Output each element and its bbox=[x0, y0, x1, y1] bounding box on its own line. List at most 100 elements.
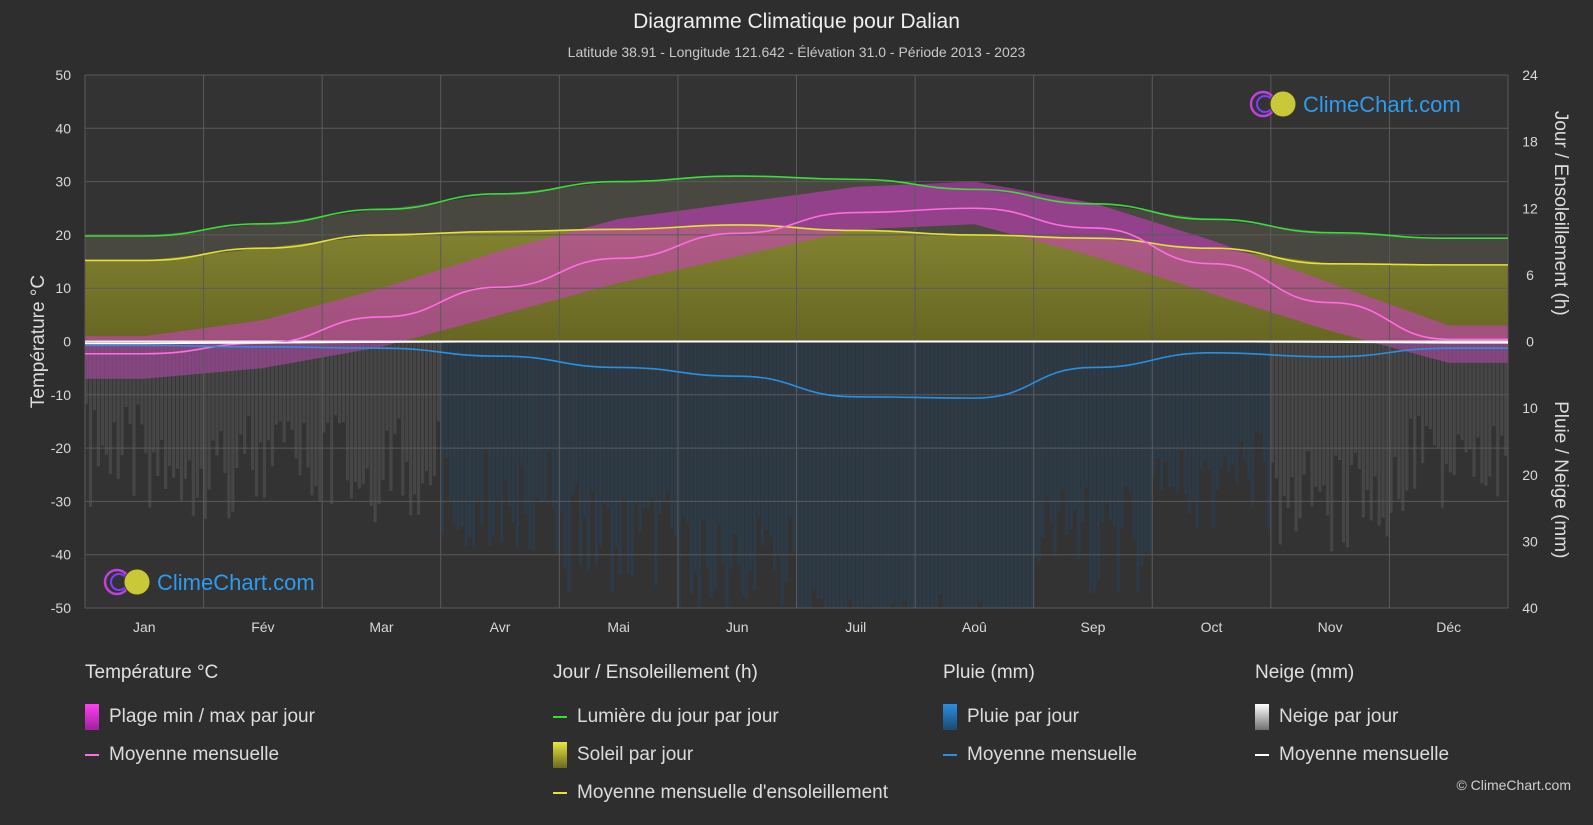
precip-day-bar bbox=[1460, 341, 1464, 441]
temperature-mean-line-point bbox=[854, 211, 857, 214]
precip-day-bar bbox=[112, 341, 116, 423]
precip-day-bar bbox=[227, 341, 231, 519]
sunshine-mean-line-point bbox=[1329, 262, 1332, 265]
precip-day-bar bbox=[472, 341, 476, 548]
precip-day-bar bbox=[1235, 341, 1239, 485]
precip-day-bar bbox=[436, 341, 440, 422]
precip-day-bar bbox=[1017, 341, 1022, 608]
legend-item: Moyenne mensuelle d'ensoleillement bbox=[553, 774, 888, 812]
temperature-range-swatch bbox=[85, 704, 99, 730]
watermark-text: ClimeChart.com bbox=[1303, 92, 1461, 117]
snow-mean-line-point bbox=[973, 340, 976, 343]
precip-day-bar bbox=[1057, 341, 1061, 512]
precip-day-bar bbox=[816, 341, 820, 598]
precip-day-bar bbox=[251, 341, 255, 470]
precip-day-bar bbox=[725, 341, 729, 608]
precip-day-bar bbox=[709, 341, 713, 598]
precip-day-bar bbox=[1417, 341, 1421, 416]
precip-day-bar bbox=[243, 341, 247, 454]
precip-day-bar bbox=[298, 341, 302, 476]
precip-day-bar bbox=[1377, 341, 1381, 526]
precip-day-bar bbox=[326, 341, 330, 423]
y-right-hours-tick-label: 24 bbox=[1522, 67, 1538, 83]
precip-day-bar bbox=[998, 341, 1002, 608]
precip-day-bar bbox=[164, 341, 168, 489]
precip-day-bar bbox=[610, 341, 614, 593]
precip-day-bar bbox=[203, 341, 207, 519]
precip-day-bar bbox=[199, 341, 203, 469]
precip-day-bar bbox=[1393, 341, 1397, 457]
precip-day-bar bbox=[290, 341, 294, 430]
precip-day-bar bbox=[895, 341, 899, 608]
precip-day-bar bbox=[693, 341, 697, 573]
y-right-bottom-axis-title: Pluie / Neige (mm) bbox=[1550, 401, 1571, 558]
climate-chart: 50 40 30 20 10 0 -10 -20 -30 -40 -50 24 18 12 6 0 10 20 30… bbox=[28, 67, 1571, 635]
precip-day-bar bbox=[120, 341, 124, 456]
precip-day-bar bbox=[1061, 341, 1065, 490]
precip-day-bar bbox=[1116, 341, 1120, 592]
precip-day-bar bbox=[666, 341, 670, 491]
snow-mean-line-point bbox=[1091, 340, 1094, 343]
precip-day-bar bbox=[1195, 341, 1199, 529]
precip-day-bar bbox=[1500, 341, 1504, 436]
x-tick-label: Jun bbox=[726, 619, 749, 635]
precip-day-bar bbox=[175, 341, 180, 469]
precip-day-bar bbox=[970, 341, 974, 608]
precip-day-bar bbox=[962, 341, 966, 608]
precip-day-bar bbox=[258, 341, 263, 443]
precip-day-bar bbox=[559, 341, 563, 514]
rain-mean-swatch bbox=[943, 754, 957, 756]
precip-day-bar bbox=[1085, 341, 1089, 488]
precip-day-bar bbox=[1191, 341, 1195, 500]
precip-day-bar bbox=[622, 341, 626, 500]
precip-day-bar bbox=[978, 341, 982, 602]
temperature-mean-line-point bbox=[617, 257, 620, 260]
y-left-tick-label: -10 bbox=[51, 387, 71, 403]
precip-day-bar bbox=[1037, 341, 1041, 562]
precip-day-bar bbox=[1361, 341, 1365, 518]
watermark-text: ClimeChart.com bbox=[157, 570, 315, 595]
precip-day-bar bbox=[1444, 341, 1448, 465]
precip-day-bar bbox=[1492, 341, 1496, 427]
temperature-mean-line-point bbox=[1329, 301, 1332, 304]
sunshine-mean-line-point bbox=[380, 233, 383, 236]
precip-day-bar bbox=[432, 341, 437, 476]
temperature-mean-swatch bbox=[85, 754, 99, 756]
precip-day-bar bbox=[919, 341, 923, 608]
precip-day-bar bbox=[440, 341, 444, 534]
legend-label: Moyenne mensuelle bbox=[109, 744, 280, 765]
precip-day-bar bbox=[270, 341, 274, 467]
precip-day-bar bbox=[1164, 341, 1168, 462]
precip-day-bar bbox=[705, 341, 709, 568]
precip-day-bar bbox=[85, 341, 89, 404]
precip-day-bar bbox=[606, 341, 610, 509]
precip-day-bar bbox=[235, 341, 239, 468]
y-right-hours-tick-label: 0 bbox=[1526, 334, 1534, 350]
precip-day-bar bbox=[507, 341, 512, 507]
precip-day-bar bbox=[673, 341, 678, 537]
precip-day-bar bbox=[132, 341, 136, 496]
precip-day-bar bbox=[954, 341, 958, 608]
temperature-mean-line-point bbox=[1091, 226, 1094, 229]
precip-day-bar bbox=[1065, 341, 1069, 535]
precip-day-bar bbox=[618, 341, 622, 575]
snow-mean-line-point bbox=[380, 341, 383, 344]
legend-label: Moyenne mensuelle bbox=[967, 744, 1138, 765]
precip-day-bar bbox=[1053, 341, 1057, 557]
precip-day-bar bbox=[140, 341, 144, 425]
precip-day-bar bbox=[160, 341, 164, 440]
y-right-hours-tick-label: 12 bbox=[1522, 200, 1538, 216]
precip-day-bar bbox=[760, 341, 765, 546]
precip-day-bar bbox=[349, 341, 353, 499]
precip-day-bar bbox=[1448, 341, 1452, 473]
precip-day-bar bbox=[749, 341, 753, 571]
precip-day-bar bbox=[966, 341, 970, 608]
precip-day-bar bbox=[492, 341, 496, 536]
chart-subtitle: Latitude 38.91 - Longitude 121.642 - Élé… bbox=[567, 44, 1026, 60]
precip-day-bar bbox=[1092, 341, 1097, 591]
daylight-line bbox=[84, 175, 1508, 240]
precip-day-bar bbox=[1081, 341, 1085, 523]
precip-day-bar bbox=[598, 341, 603, 547]
precip-day-bar bbox=[428, 341, 433, 486]
precip-day-bar bbox=[393, 341, 397, 435]
